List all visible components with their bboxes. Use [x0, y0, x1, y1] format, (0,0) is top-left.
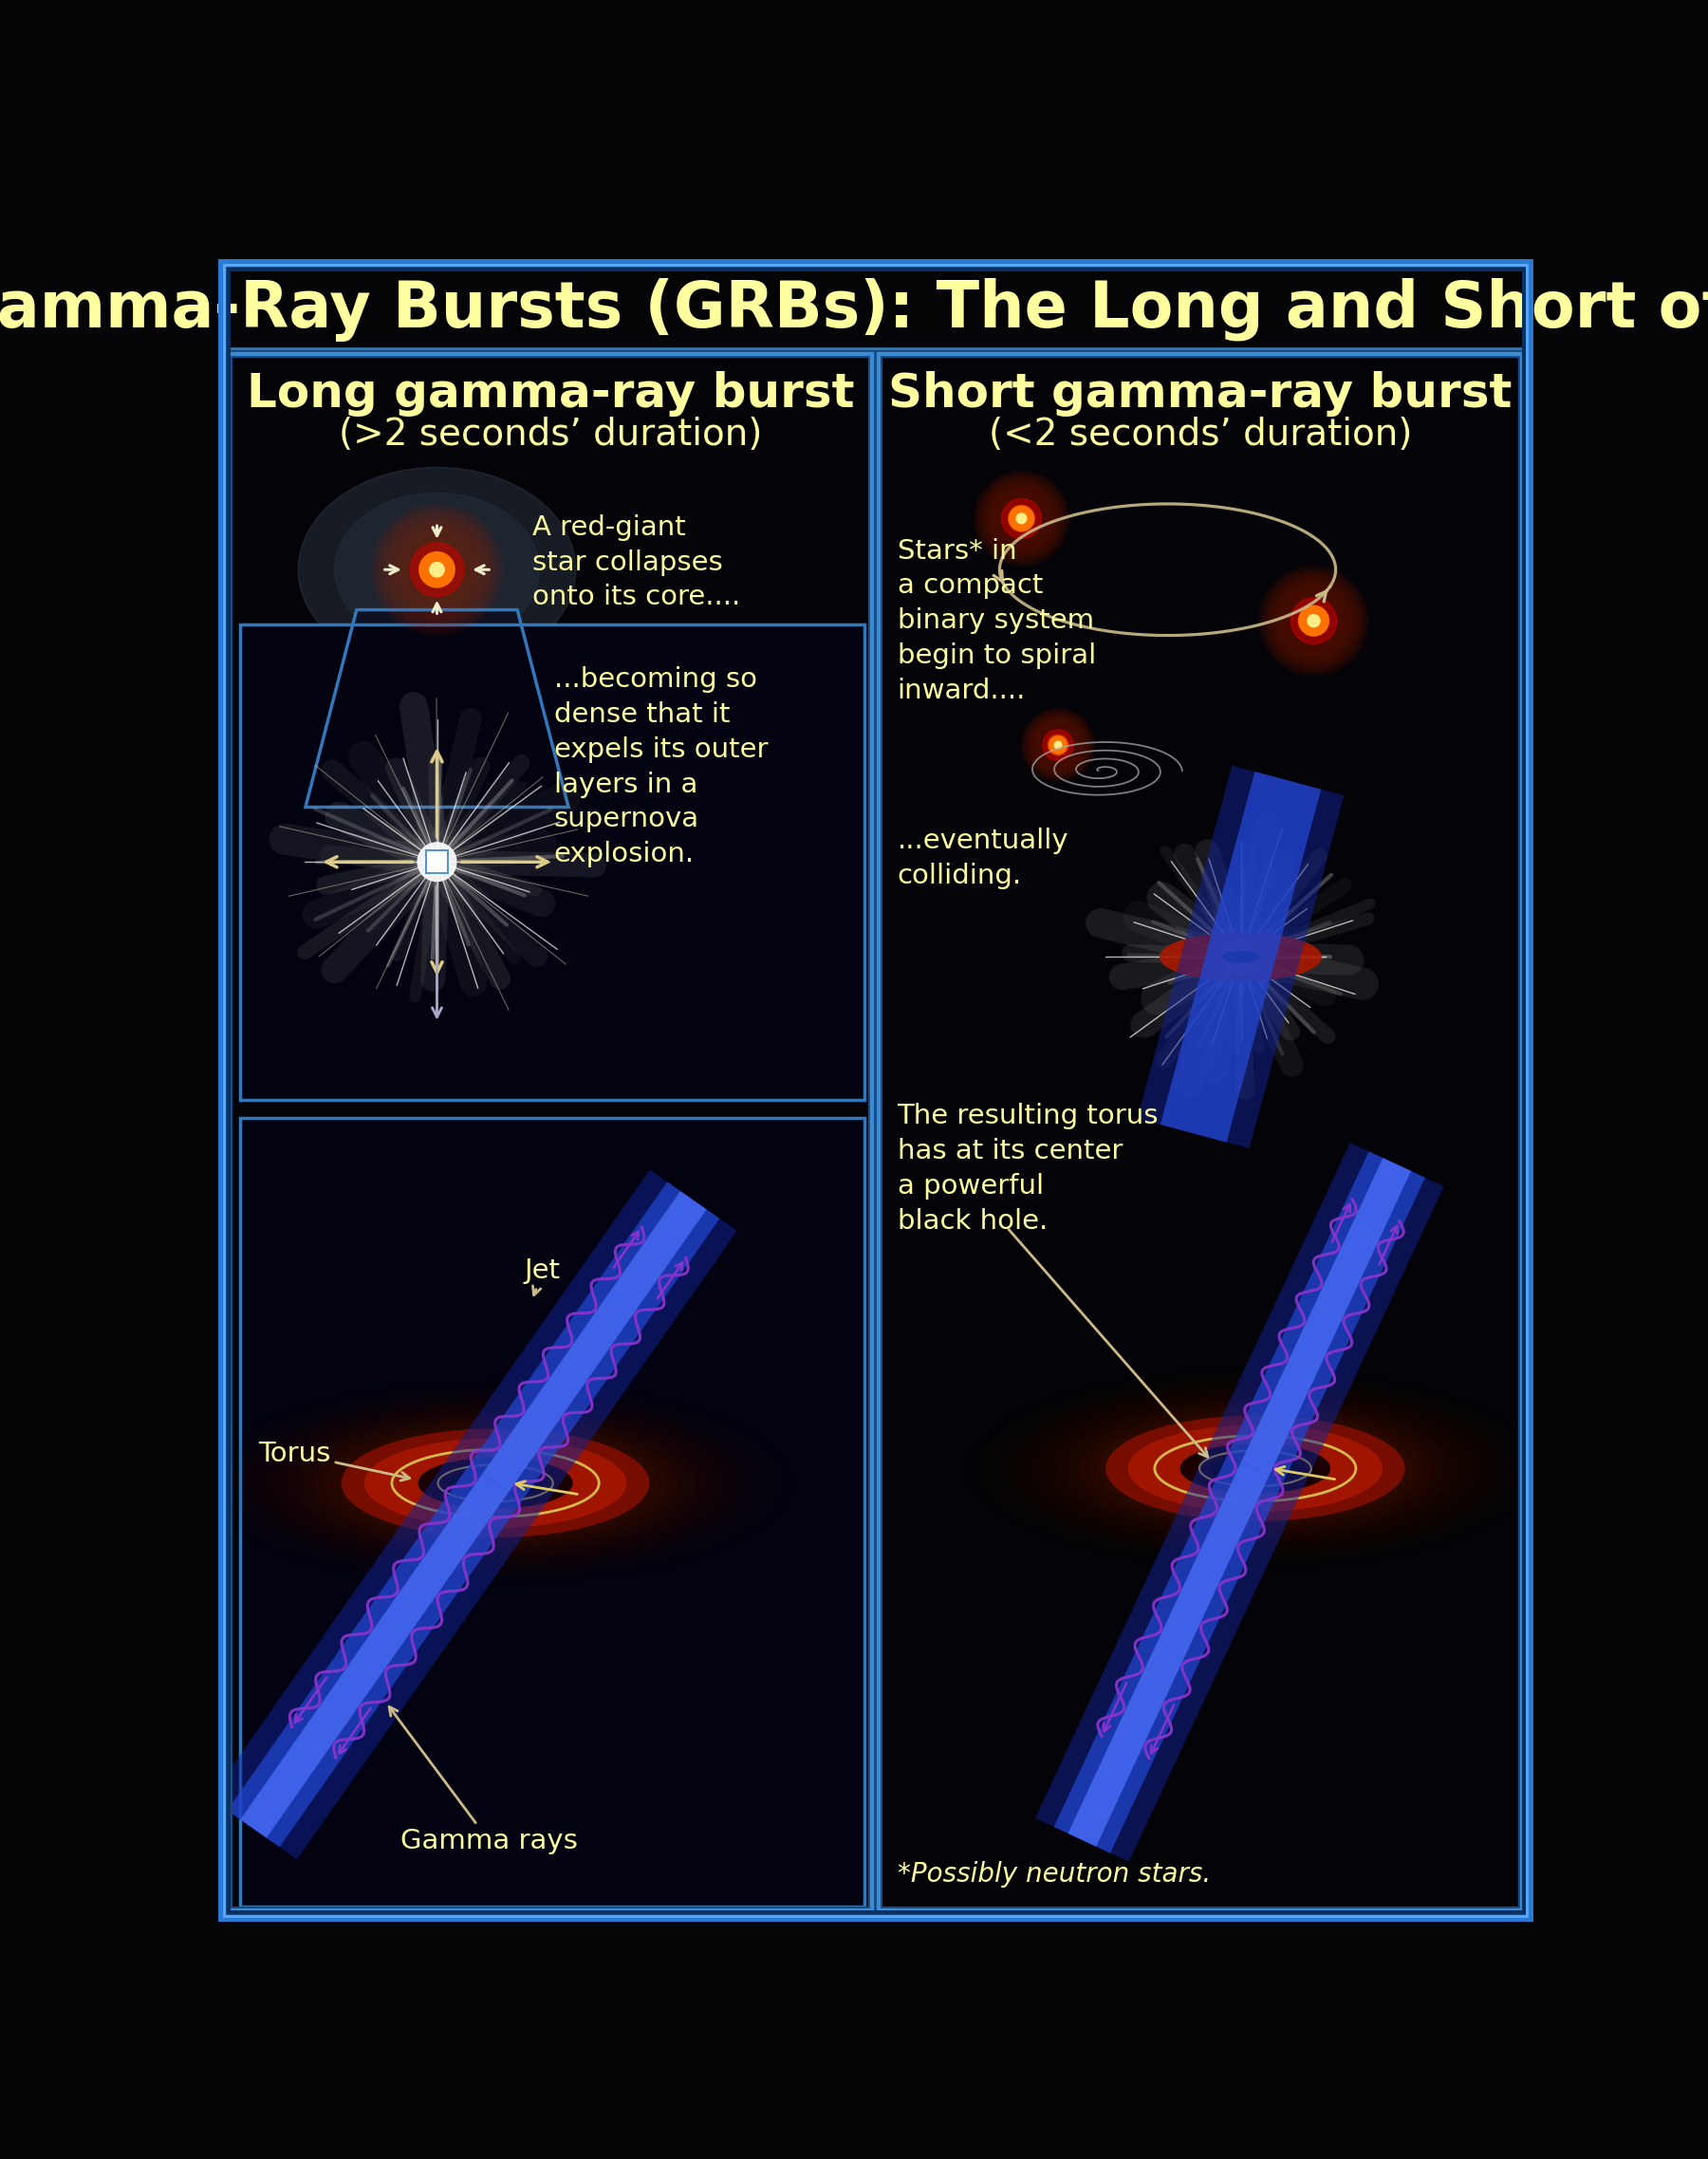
Circle shape [1223, 939, 1259, 974]
Text: ...eventually
colliding.: ...eventually colliding. [897, 827, 1069, 890]
Circle shape [1308, 615, 1320, 626]
Bar [880, 354, 1522, 1911]
Text: Torus: Torus [258, 1440, 410, 1481]
Text: (<2 seconds’ duration): (<2 seconds’ duration) [989, 417, 1413, 453]
FancyBboxPatch shape [239, 1118, 864, 1906]
Circle shape [420, 553, 454, 587]
Circle shape [982, 479, 1061, 559]
Circle shape [1021, 708, 1095, 782]
Text: Long gamma-ray burst: Long gamma-ray burst [246, 371, 854, 417]
Circle shape [974, 471, 1069, 566]
Circle shape [1027, 712, 1090, 777]
Text: Jet: Jet [524, 1257, 560, 1295]
Circle shape [1054, 741, 1062, 749]
Ellipse shape [366, 1438, 625, 1526]
Ellipse shape [1136, 1427, 1375, 1509]
FancyBboxPatch shape [239, 624, 864, 1099]
Text: Gamma-Ray Bursts (GRBs): The Long and Short of It: Gamma-Ray Bursts (GRBs): The Long and Sh… [0, 279, 1708, 341]
Ellipse shape [342, 1429, 649, 1537]
Ellipse shape [1117, 1421, 1394, 1516]
Circle shape [1264, 570, 1365, 671]
Circle shape [1008, 505, 1035, 531]
Bar [1230, 946, 1250, 967]
Text: *Possibly neutron stars.: *Possibly neutron stars. [897, 1861, 1211, 1887]
Ellipse shape [1129, 1425, 1382, 1511]
Ellipse shape [364, 1438, 629, 1529]
Circle shape [1042, 730, 1073, 760]
Circle shape [383, 514, 492, 624]
Circle shape [430, 561, 444, 576]
Circle shape [379, 512, 495, 628]
Ellipse shape [343, 1431, 647, 1535]
Ellipse shape [1127, 1425, 1383, 1513]
Ellipse shape [354, 1434, 637, 1533]
Circle shape [1023, 710, 1093, 779]
Circle shape [1001, 499, 1042, 538]
Circle shape [1298, 607, 1329, 635]
Polygon shape [306, 609, 569, 807]
Polygon shape [306, 609, 569, 807]
Circle shape [418, 842, 456, 881]
Circle shape [418, 553, 454, 587]
Circle shape [424, 848, 449, 874]
Circle shape [975, 473, 1068, 563]
Ellipse shape [1108, 1418, 1402, 1520]
Ellipse shape [418, 1457, 572, 1507]
Text: Gamma rays: Gamma rays [389, 1708, 577, 1855]
Circle shape [371, 503, 502, 635]
Circle shape [1027, 715, 1088, 775]
Text: A red-giant
star collapses
onto its core....: A red-giant star collapses onto its core… [531, 514, 740, 611]
Text: Stars* in
a compact
binary system
begin to spiral
inward....: Stars* in a compact binary system begin … [897, 538, 1097, 704]
Ellipse shape [1107, 1416, 1404, 1520]
Circle shape [1230, 946, 1252, 969]
Circle shape [1025, 712, 1091, 779]
Bar [425, 851, 447, 872]
Circle shape [1009, 505, 1033, 531]
Circle shape [1016, 514, 1027, 525]
Text: Short gamma-ray burst: Short gamma-ray burst [888, 371, 1512, 417]
Circle shape [1259, 566, 1368, 676]
Circle shape [1266, 572, 1361, 669]
Circle shape [1261, 568, 1366, 674]
Bar [229, 270, 1522, 350]
Bar [229, 354, 871, 1911]
Ellipse shape [1160, 933, 1320, 980]
Ellipse shape [1211, 1455, 1300, 1483]
Circle shape [374, 507, 500, 633]
Ellipse shape [299, 466, 576, 671]
Text: ...becoming so
dense that it
expels its outer
layers in a
supernova
explosion.: ...becoming so dense that it expels its … [553, 667, 769, 868]
Circle shape [376, 510, 497, 630]
Text: The resulting torus
has at its center
a powerful
black hole.: The resulting torus has at its center a … [897, 1103, 1158, 1235]
Circle shape [1298, 605, 1329, 637]
Circle shape [977, 475, 1066, 561]
Ellipse shape [449, 1468, 541, 1498]
Ellipse shape [1180, 1444, 1331, 1492]
Circle shape [1267, 574, 1360, 667]
Circle shape [430, 855, 444, 868]
Ellipse shape [335, 492, 540, 646]
Ellipse shape [1223, 952, 1259, 963]
Circle shape [1235, 952, 1247, 963]
Text: (>2 seconds’ duration): (>2 seconds’ duration) [338, 417, 762, 453]
Circle shape [1291, 598, 1337, 643]
Circle shape [1049, 736, 1068, 753]
Circle shape [410, 542, 465, 596]
Circle shape [980, 477, 1064, 561]
Circle shape [1047, 734, 1068, 756]
Ellipse shape [372, 1440, 618, 1524]
